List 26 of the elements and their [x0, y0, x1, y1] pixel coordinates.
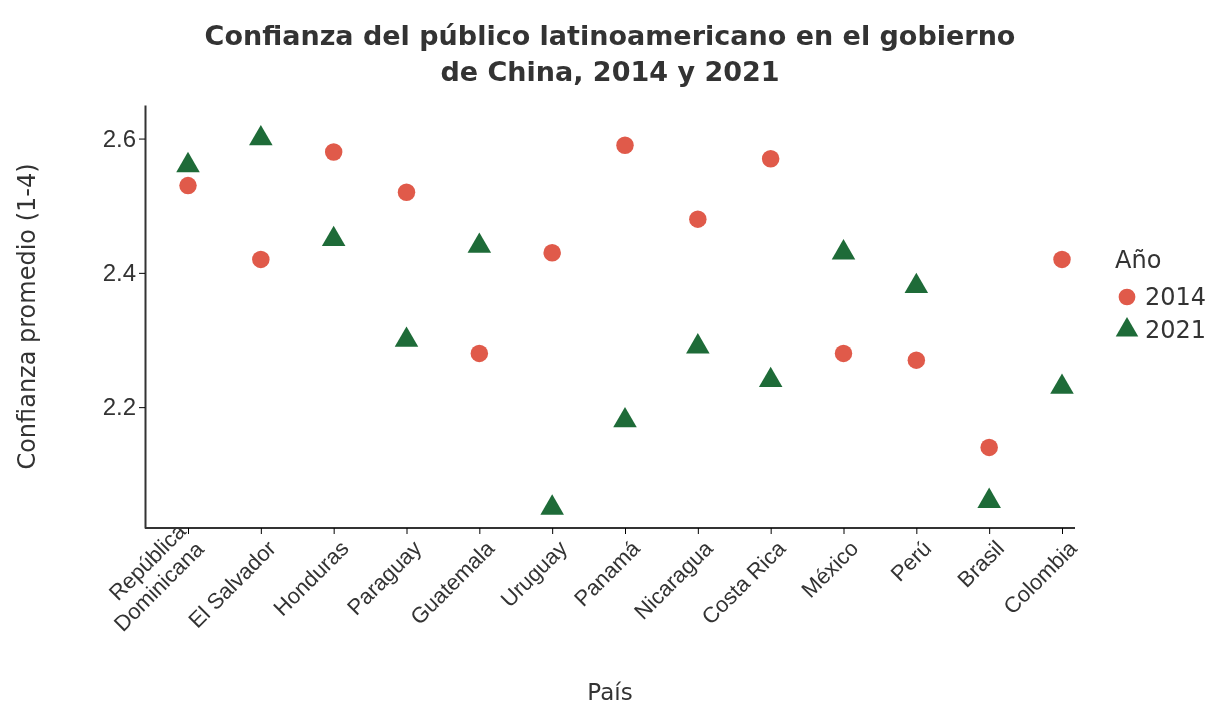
- point: [1050, 373, 1074, 394]
- y-tick-label: 2.6: [102, 124, 136, 152]
- y-tick-label: 2.2: [102, 393, 136, 421]
- point: [394, 326, 419, 347]
- point: [977, 487, 1001, 508]
- point: [613, 406, 637, 428]
- point: [761, 149, 780, 168]
- point: [758, 366, 783, 388]
- point: [540, 494, 564, 515]
- point: [1053, 250, 1071, 269]
- legend-title: Año: [1115, 246, 1162, 274]
- point: [686, 333, 710, 354]
- point: [179, 176, 197, 195]
- point: [616, 136, 634, 155]
- legend-label: 2021: [1145, 316, 1207, 344]
- y-tick-label: 2.4: [102, 259, 136, 287]
- y-axis-title: Confianza promedio (1-4): [13, 163, 41, 470]
- point: [904, 272, 929, 294]
- point: [324, 143, 343, 161]
- point: [397, 183, 416, 202]
- point: [543, 243, 561, 262]
- chart-title: Confianza del público latinoamericano en el gobierno de China, 2014 y 2021: [204, 20, 1016, 87]
- point: [252, 250, 270, 269]
- legend-label: 2014: [1145, 283, 1207, 311]
- x-axis-title: País: [587, 679, 633, 705]
- point: [689, 210, 707, 228]
